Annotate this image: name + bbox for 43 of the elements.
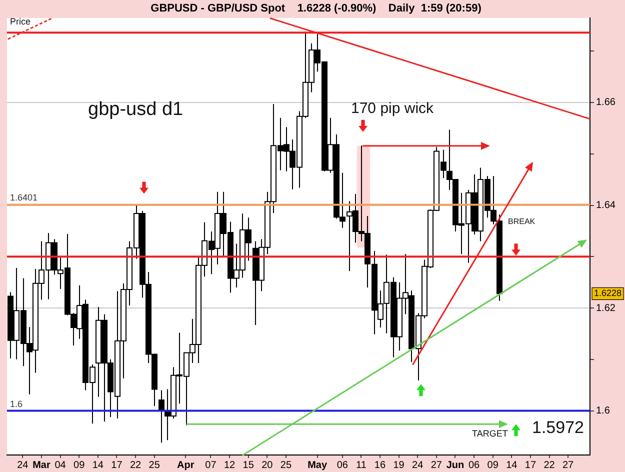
- x-tick-label: 24: [17, 460, 29, 471]
- annotation: 170 pip wick: [351, 100, 434, 118]
- y-tick-label: 1.6: [596, 406, 610, 417]
- y-tick-label: 1.66: [596, 97, 616, 108]
- x-tick-label: 25: [148, 460, 160, 471]
- x-tick-label: Jun: [446, 460, 464, 471]
- x-tick-label: 12: [224, 460, 236, 471]
- x-tick-label: May: [308, 460, 328, 471]
- annotation: 1.5972: [532, 418, 584, 437]
- x-tick-label: 20: [262, 460, 274, 471]
- x-tick-label: 09: [74, 460, 86, 471]
- ref-line-label: 1.6401: [10, 192, 38, 203]
- annotation: Price: [10, 16, 31, 27]
- x-tick-label: 27: [430, 460, 442, 471]
- x-tick-label: 17: [111, 460, 123, 471]
- annotation: gbp-usd d1: [88, 99, 184, 120]
- x-tick-label: 24: [412, 460, 424, 471]
- x-tick-label: 09: [487, 460, 499, 471]
- y-tick-label: 1.62: [596, 302, 616, 314]
- x-tick-label: 06: [336, 460, 348, 471]
- x-tick-label: 17: [524, 460, 536, 471]
- x-tick-label: 07: [205, 460, 217, 471]
- x-tick-label: 15: [242, 460, 254, 471]
- x-tick-label: Mar: [32, 460, 50, 471]
- y-tick-label: 1.64: [596, 200, 616, 212]
- annotation: 1.6228: [594, 288, 622, 298]
- candlestick: [158, 390, 164, 444]
- x-tick-label: 11: [356, 460, 367, 471]
- x-tick-label: Apr: [177, 460, 194, 471]
- x-tick-label: 06: [468, 460, 480, 471]
- annotation: BREAK: [508, 216, 536, 226]
- x-tick-label: 22: [544, 460, 556, 471]
- ref-line-label: 1.6: [10, 398, 23, 409]
- chart-title: GBPUSD - GBP/USD Spot 1.6228 (-0.90%) Daily 1:59 (20:59): [150, 2, 482, 15]
- x-tick-label: 04: [54, 460, 66, 471]
- x-tick-label: 19: [393, 460, 405, 471]
- x-tick-label: 14: [92, 460, 104, 471]
- annotation: TARGET: [472, 428, 508, 439]
- x-tick-label: 22: [130, 460, 142, 471]
- x-tick-label: 14: [506, 460, 518, 471]
- x-tick-label: 25: [280, 460, 292, 471]
- x-tick-label: 27: [562, 460, 574, 471]
- x-tick-label: 16: [374, 460, 386, 471]
